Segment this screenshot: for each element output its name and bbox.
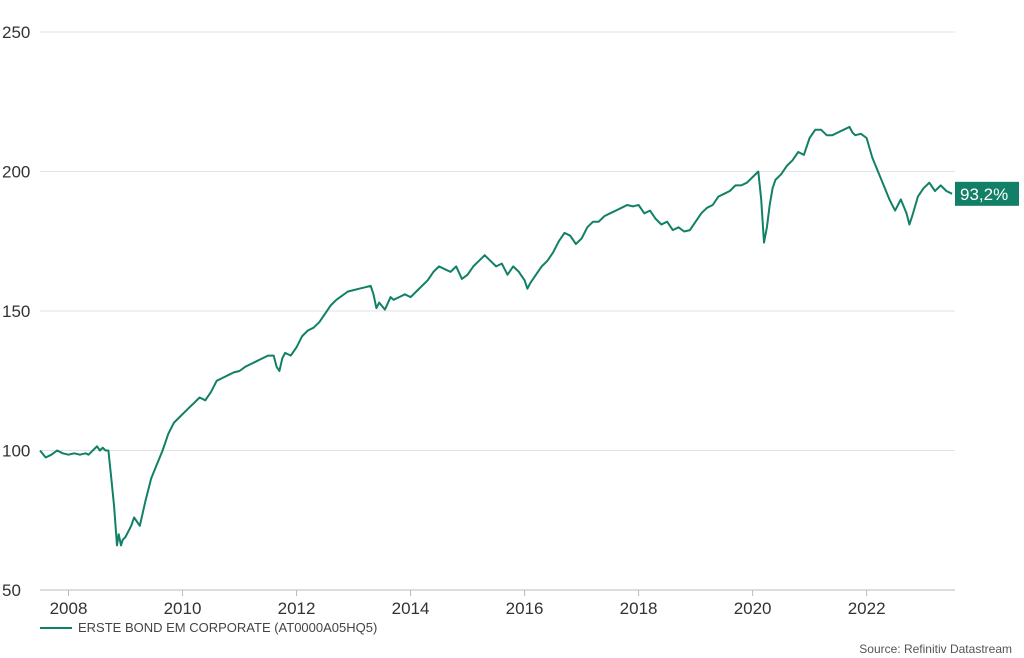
x-tick-label: 2014 (392, 599, 430, 618)
end-value-badge (955, 181, 1019, 206)
y-axis: 50 100 150 200 250 (2, 23, 30, 600)
series-line-0 (39, 125, 953, 547)
x-tick-label: 2012 (278, 599, 316, 618)
y-tick-label: 100 (2, 442, 30, 461)
gridlines (40, 31, 955, 591)
y-tick-label: 200 (2, 163, 30, 182)
x-tick-label: 2020 (734, 599, 772, 618)
source-note: Source: Refinitiv Datastream (859, 642, 1012, 656)
end-value-text: 93,2% (960, 185, 1008, 204)
legend: ERSTE BOND EM CORPORATE (AT0000A05HQ5) (40, 620, 377, 635)
series-layer (39, 125, 953, 547)
x-tick-label: 2016 (506, 599, 544, 618)
x-tick-label: 2010 (164, 599, 202, 618)
end-value-label: 93,2% (955, 181, 1019, 206)
y-tick-label: 250 (2, 23, 30, 42)
x-tick-label: 2008 (50, 599, 88, 618)
x-tick-label: 2018 (620, 599, 658, 618)
y-tick-label: 50 (2, 581, 21, 600)
legend-label: ERSTE BOND EM CORPORATE (AT0000A05HQ5) (78, 620, 378, 635)
legend-swatch (40, 626, 72, 629)
x-tick-label: 2022 (848, 599, 886, 618)
x-axis: 2008 2010 2012 2014 2016 2018 2020 2022 (50, 590, 886, 618)
y-tick-label: 150 (2, 302, 30, 321)
